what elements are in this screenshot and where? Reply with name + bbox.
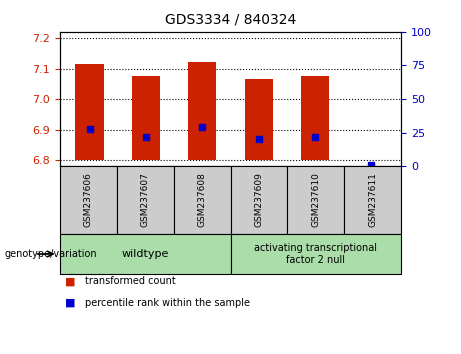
Text: GSM237606: GSM237606 [84,172,93,228]
Text: wildtype: wildtype [122,249,169,259]
Point [255,137,262,142]
Text: percentile rank within the sample: percentile rank within the sample [85,298,250,308]
Bar [188,62,216,160]
Text: genotype/variation: genotype/variation [5,249,97,259]
Text: GSM237607: GSM237607 [141,172,150,228]
Point [368,162,375,168]
Bar [301,76,329,160]
Text: activating transcriptional
factor 2 null: activating transcriptional factor 2 null [254,243,377,265]
Text: ■: ■ [65,276,75,286]
Text: GSM237610: GSM237610 [311,172,320,228]
Text: GSM237608: GSM237608 [198,172,207,228]
Text: GSM237611: GSM237611 [368,172,377,228]
Point [311,134,319,139]
Point [86,126,93,132]
Point [142,134,150,139]
Text: ■: ■ [65,298,75,308]
Bar [245,79,273,160]
Text: GDS3334 / 840324: GDS3334 / 840324 [165,12,296,27]
Bar [76,64,104,160]
Text: transformed count: transformed count [85,276,176,286]
Text: GSM237609: GSM237609 [254,172,263,228]
Point [199,125,206,130]
Bar [132,76,160,160]
